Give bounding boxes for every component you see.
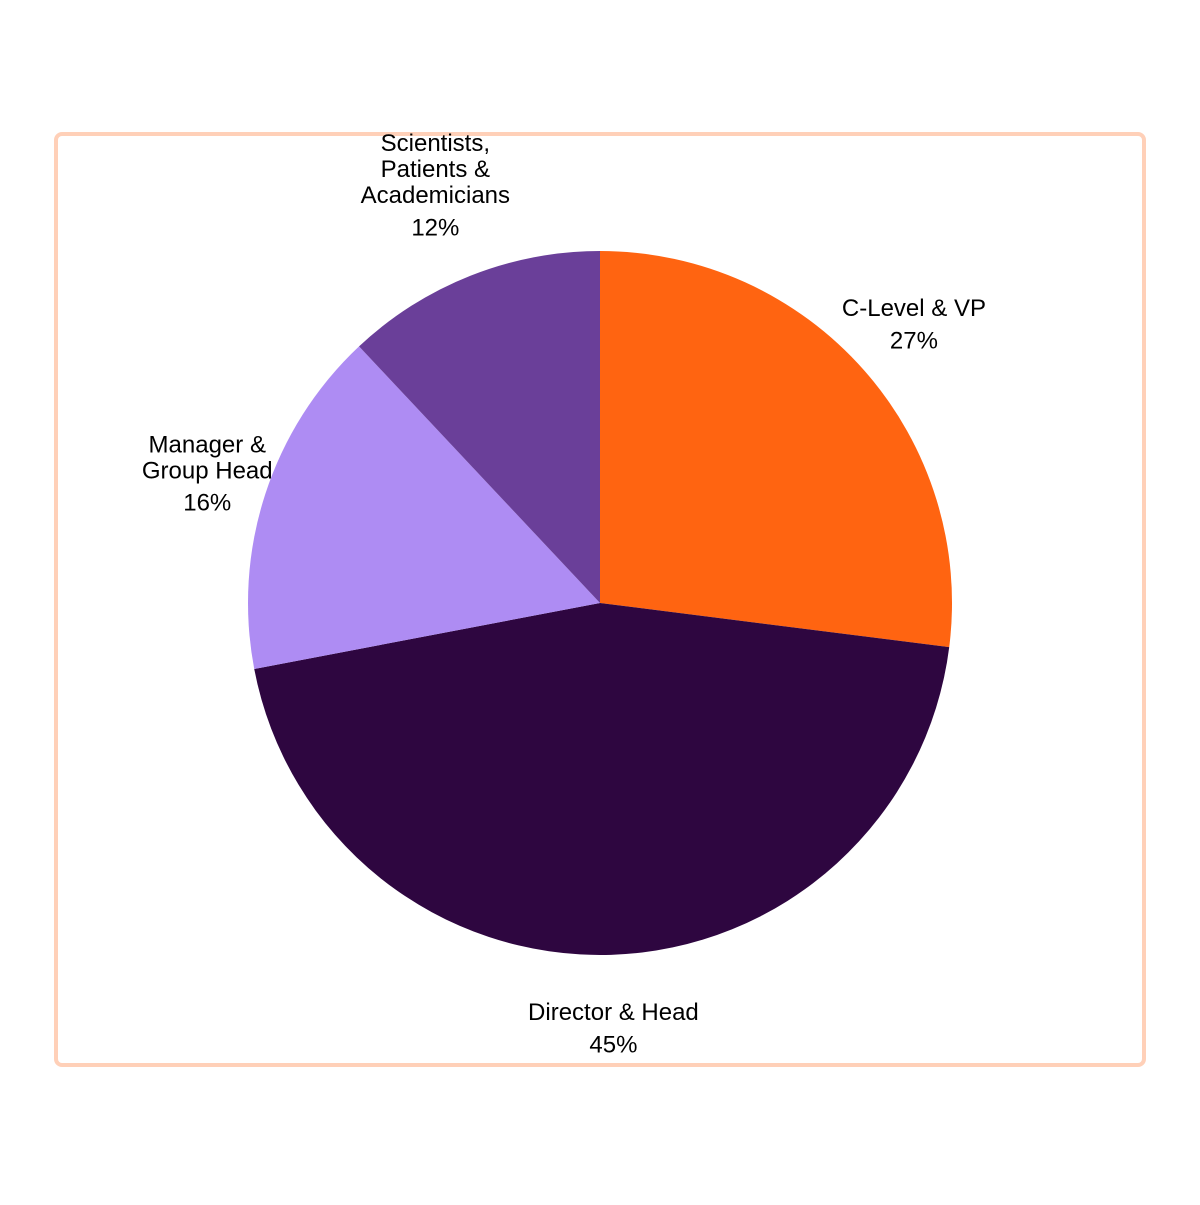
slice-label: C-Level & VP xyxy=(842,296,986,323)
value-label: 16% xyxy=(183,490,231,517)
slice-label: Scientists, Patients & Academicians xyxy=(361,130,510,209)
slice-label: Director & Head xyxy=(528,1000,699,1027)
value-label: 27% xyxy=(890,328,938,355)
value-label: 45% xyxy=(589,1032,637,1059)
value-label: 12% xyxy=(411,214,459,241)
pie-slice xyxy=(359,251,600,603)
slice-label: Manager & Group Head xyxy=(142,432,273,485)
pie-slice xyxy=(600,251,952,648)
pie-slice xyxy=(248,346,600,669)
pie-slice xyxy=(254,603,950,955)
